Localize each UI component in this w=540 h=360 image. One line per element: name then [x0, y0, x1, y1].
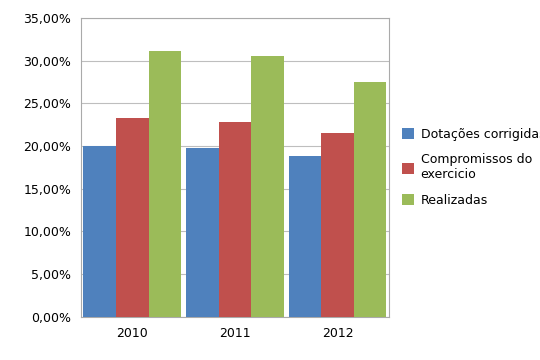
Bar [354, 82, 387, 317]
Bar [251, 56, 284, 317]
Bar [148, 51, 181, 317]
Bar [321, 133, 354, 317]
Legend: Dotações corrigidas, Compromissos do
exercicio, Realizadas: Dotações corrigidas, Compromissos do exe… [398, 124, 540, 211]
Bar [219, 122, 251, 317]
Bar [116, 118, 148, 317]
Bar [186, 148, 219, 317]
Bar [83, 146, 116, 317]
Bar [288, 156, 321, 317]
